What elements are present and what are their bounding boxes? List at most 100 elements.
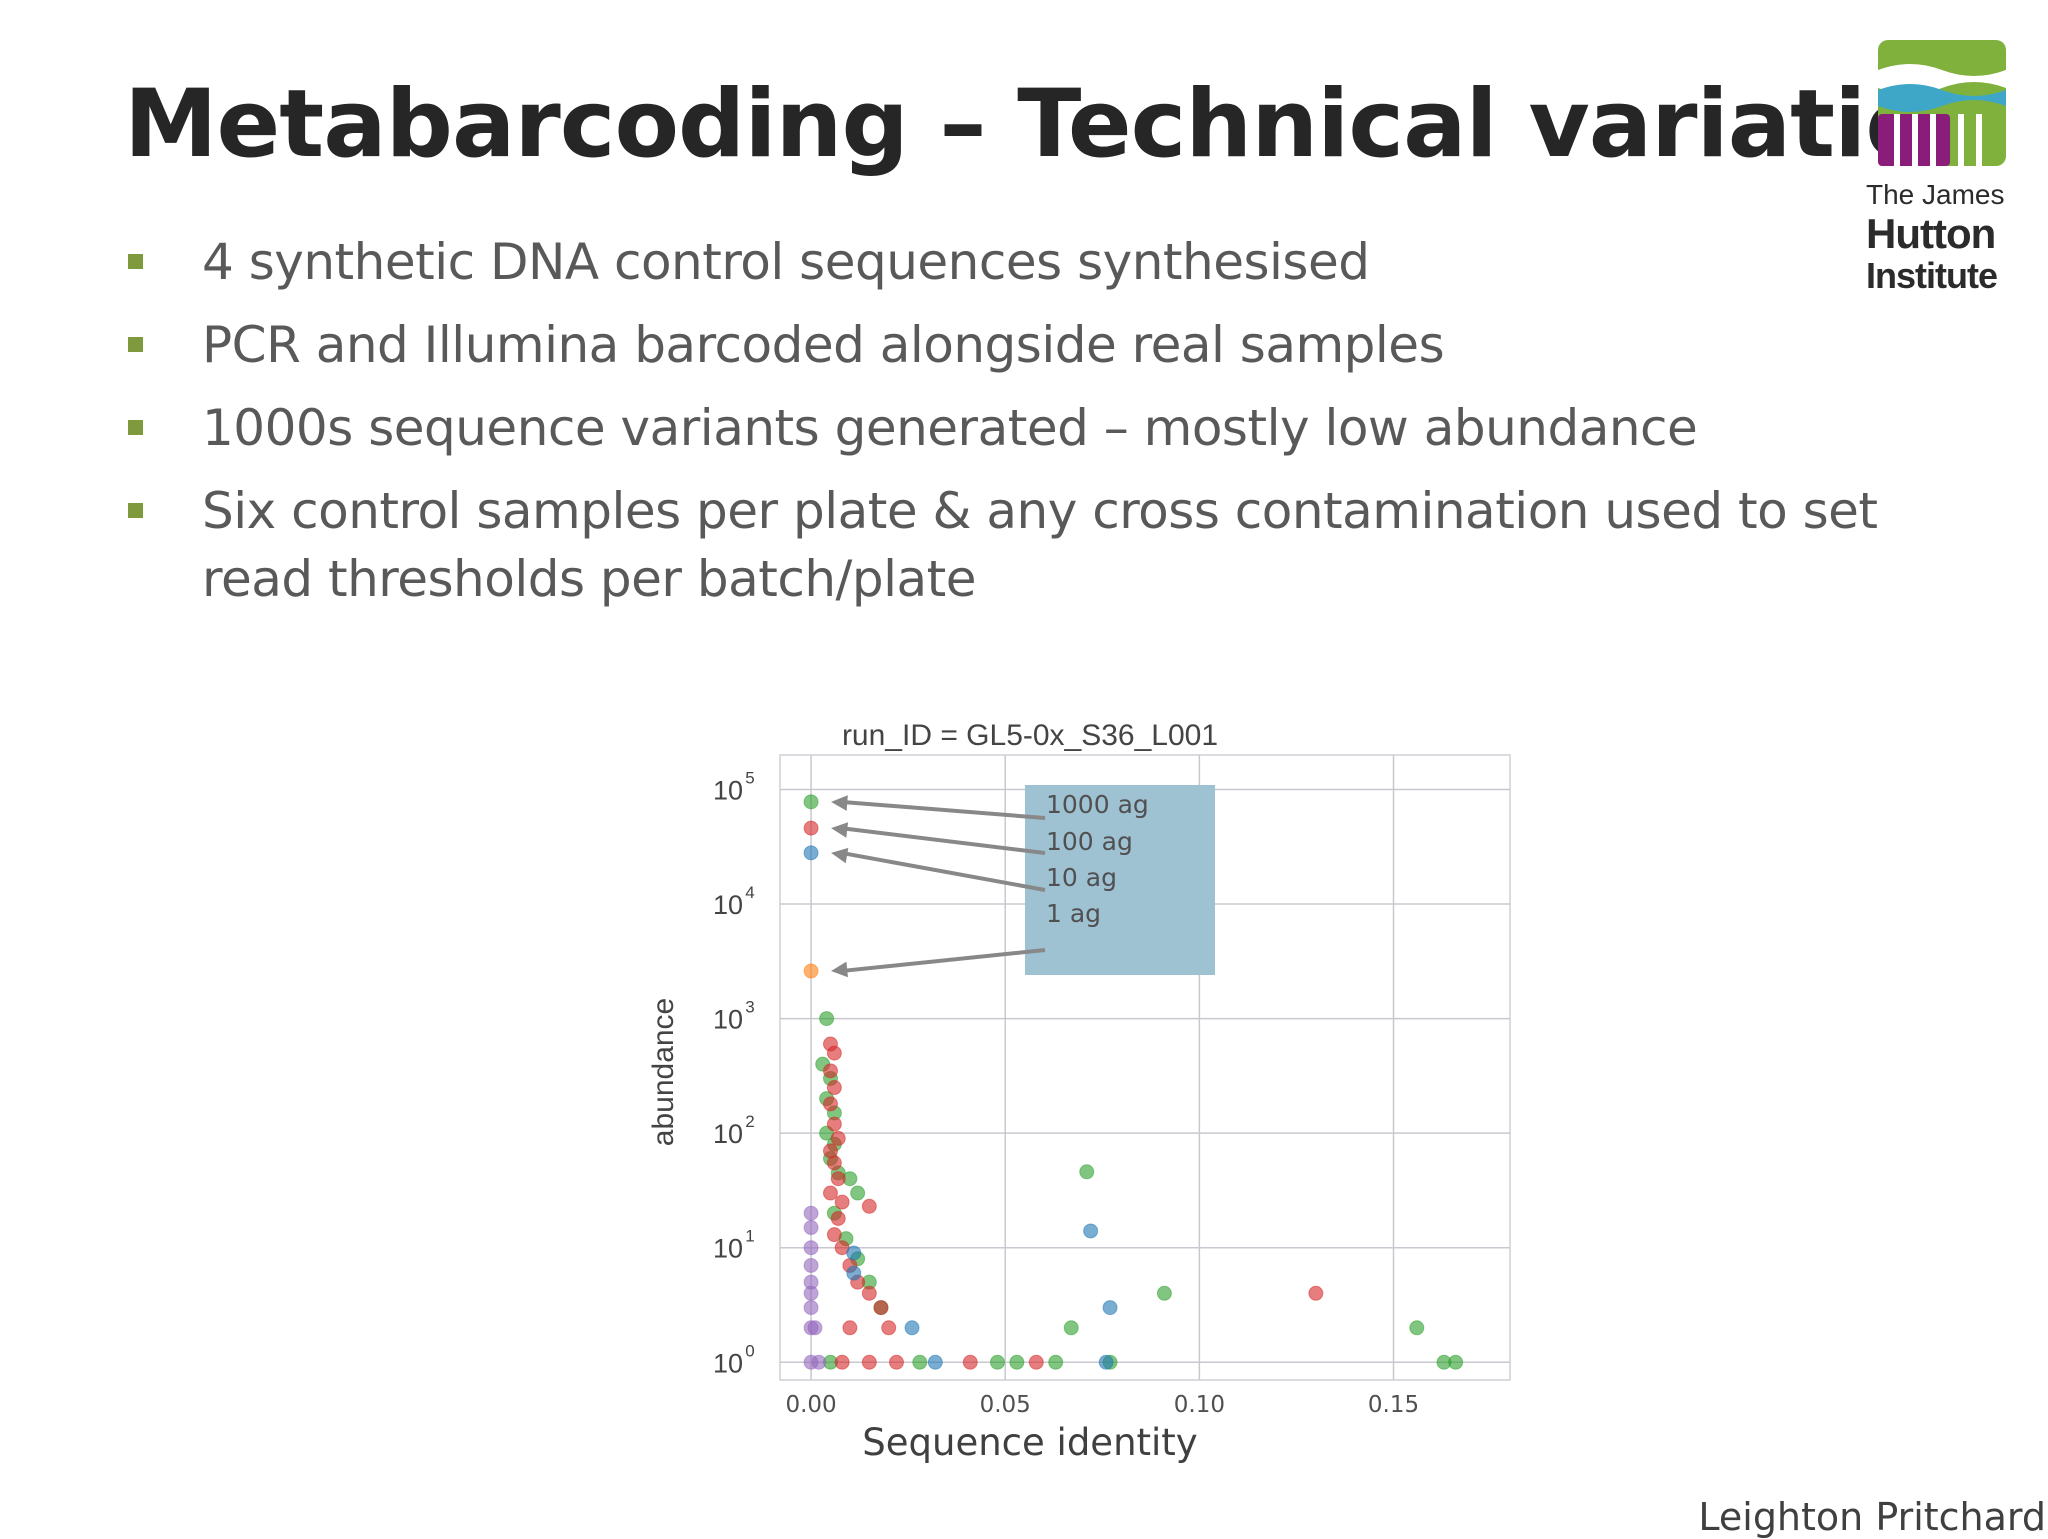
data-point — [904, 1320, 920, 1336]
chart-title: run_ID = GL5-0x_S36_L001 — [842, 719, 1218, 752]
data-point — [861, 1198, 877, 1214]
y-tick-base: 10 — [713, 1005, 743, 1035]
data-point — [1028, 1354, 1044, 1370]
data-point — [1083, 1223, 1099, 1239]
data-point — [1063, 1320, 1079, 1336]
bullet-list: 4 synthetic DNA control sequences synthe… — [124, 228, 1904, 628]
annotation-arrow — [840, 799, 1046, 820]
y-tick-label: 10 0 — [713, 1341, 755, 1378]
data-point — [822, 1185, 838, 1201]
y-tick-base: 10 — [713, 1119, 743, 1149]
y-tick-label: 10 4 — [713, 883, 755, 920]
data-point — [989, 1354, 1005, 1370]
hutton-logo-icon — [1878, 40, 2006, 166]
data-point — [888, 1354, 904, 1370]
annotation-arrow — [840, 826, 1046, 855]
data-point — [803, 1257, 819, 1273]
data-point — [1009, 1354, 1025, 1370]
x-tick-label: 0.00 — [785, 1392, 836, 1418]
annotation-label: 100 ag — [1046, 827, 1133, 856]
data-point — [807, 1320, 823, 1336]
y-tick-label: 10 3 — [713, 998, 755, 1035]
bullet-text: Six control samples per plate & any cros… — [202, 482, 1878, 608]
data-point — [803, 845, 819, 861]
data-point — [803, 963, 819, 979]
bullet-text: PCR and Illumina barcoded alongside real… — [202, 316, 1445, 374]
data-point — [803, 794, 819, 810]
bullet-square-icon — [128, 254, 143, 269]
y-tick-exponent: 0 — [745, 1341, 754, 1360]
data-point — [1308, 1285, 1324, 1301]
y-tick-base: 10 — [713, 890, 743, 920]
data-point — [822, 1096, 838, 1112]
data-point — [873, 1300, 889, 1316]
data-point — [912, 1354, 928, 1370]
data-point — [850, 1185, 866, 1201]
data-point — [830, 1171, 846, 1187]
annotation-arrowhead — [831, 847, 849, 864]
data-point — [881, 1320, 897, 1336]
data-point — [861, 1354, 877, 1370]
data-point — [803, 1240, 819, 1256]
data-point — [1098, 1354, 1114, 1370]
slide-title: Metabarcoding – Technical variation — [124, 70, 1996, 179]
annotation-box — [1025, 785, 1215, 975]
data-point — [834, 1354, 850, 1370]
x-axis-label: Sequence identity — [862, 1421, 1197, 1464]
x-tick-label: 0.10 — [1174, 1392, 1225, 1418]
data-point — [927, 1354, 943, 1370]
author-name: Leighton Pritchard — [1698, 1495, 2046, 1539]
y-tick-label: 10 5 — [713, 768, 755, 805]
y-tick-label: 10 2 — [713, 1112, 755, 1149]
y-tick-exponent: 5 — [745, 768, 754, 787]
y-tick-exponent: 4 — [745, 883, 754, 902]
data-point — [803, 1205, 819, 1221]
data-point — [803, 1220, 819, 1236]
data-point — [826, 1227, 842, 1243]
annotation-arrowhead — [831, 822, 849, 838]
x-tick-label: 0.15 — [1368, 1392, 1419, 1418]
data-point — [1079, 1164, 1095, 1180]
data-point — [1048, 1354, 1064, 1370]
data-points — [803, 794, 1464, 1370]
y-tick-base: 10 — [713, 775, 743, 805]
data-point — [830, 1210, 846, 1226]
data-point — [1156, 1285, 1172, 1301]
data-point — [861, 1285, 877, 1301]
logo-line2: Hutton — [1866, 210, 1996, 257]
data-point — [846, 1245, 862, 1261]
data-point — [1409, 1320, 1425, 1336]
data-point — [842, 1320, 858, 1336]
y-tick-base: 10 — [713, 1348, 743, 1378]
data-point — [846, 1265, 862, 1281]
logo-wordmark: The James Hutton Institute — [1866, 178, 2016, 296]
bullet-item: 4 synthetic DNA control sequences synthe… — [124, 228, 1904, 296]
annotation-arrowhead — [831, 961, 848, 978]
data-point — [1102, 1300, 1118, 1316]
annotation-arrow — [840, 948, 1046, 974]
annotation-arrows — [831, 795, 1046, 978]
data-point — [803, 1300, 819, 1316]
data-point — [962, 1354, 978, 1370]
data-point — [830, 1130, 846, 1146]
bullet-item: Six control samples per plate & any cros… — [124, 477, 1904, 613]
bullet-item: PCR and Illumina barcoded alongside real… — [124, 311, 1904, 379]
annotation-box-rect — [1025, 785, 1215, 975]
annotation-label: 1000 ag — [1046, 790, 1149, 819]
data-point — [819, 1011, 835, 1027]
data-point — [803, 1285, 819, 1301]
data-point — [1448, 1354, 1464, 1370]
logo-line3: Institute — [1866, 255, 1998, 296]
annotation-arrow — [840, 850, 1046, 892]
bullet-square-icon — [128, 337, 143, 352]
data-point — [811, 1354, 827, 1370]
data-point — [826, 1116, 842, 1132]
y-tick-exponent: 3 — [745, 998, 754, 1017]
data-point — [826, 1155, 842, 1171]
x-axis-ticks: 0.00 0.05 0.10 0.15 — [785, 1392, 1419, 1418]
annotation-arrowhead — [831, 795, 848, 811]
annotation-labels: 1000 ag 100 ag 10 ag 1 ag — [1046, 790, 1149, 928]
bullet-item: 1000s sequence variants generated – most… — [124, 394, 1904, 462]
data-point — [834, 1194, 850, 1210]
data-point — [826, 1080, 842, 1096]
